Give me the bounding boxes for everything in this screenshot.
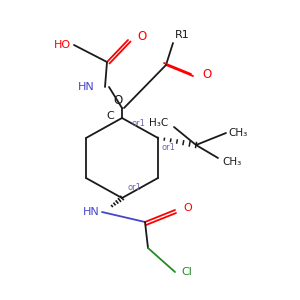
- Text: or1: or1: [127, 184, 141, 193]
- Text: R1: R1: [175, 30, 190, 40]
- Text: C: C: [106, 111, 114, 121]
- Text: HN: HN: [83, 207, 100, 217]
- Text: CH₃: CH₃: [222, 157, 241, 167]
- Text: O: O: [202, 68, 211, 82]
- Text: H₃C: H₃C: [149, 118, 168, 128]
- Text: O: O: [137, 31, 146, 44]
- Text: or1: or1: [132, 119, 146, 128]
- Text: CH₃: CH₃: [228, 128, 247, 138]
- Text: Cl: Cl: [181, 267, 192, 277]
- Text: or1: or1: [162, 143, 176, 152]
- Text: HO: HO: [53, 40, 70, 50]
- Text: O: O: [113, 94, 123, 107]
- Text: O: O: [183, 203, 192, 213]
- Text: HN: HN: [78, 82, 95, 92]
